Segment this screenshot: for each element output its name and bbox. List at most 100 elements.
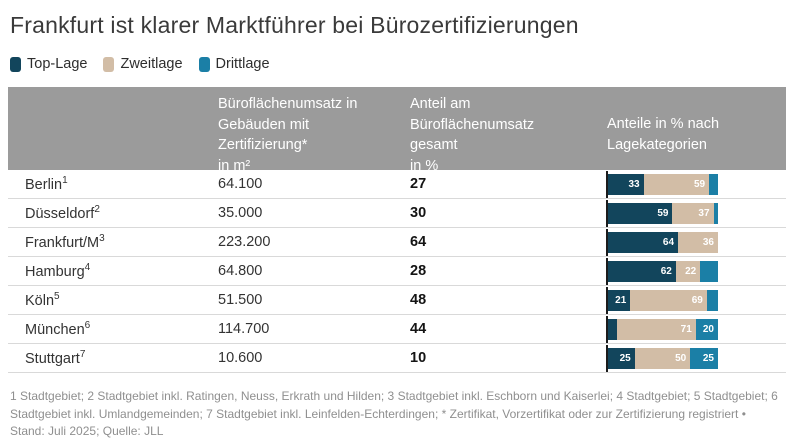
top-lage-segment: 33 <box>607 173 644 195</box>
volume-cell: 10.600 <box>218 350 263 366</box>
city-cell: München6 <box>8 320 218 338</box>
legend-item-drittlage: Drittlage <box>198 56 270 72</box>
stacked-bar: 71 20 <box>607 318 718 340</box>
segment-value-label: 62 <box>660 265 672 277</box>
stacked-bar: 59 37 <box>607 202 718 224</box>
bar-axis-tick <box>606 286 608 314</box>
top-lage-segment: 21 <box>607 289 631 311</box>
city-name: Frankfurt/M <box>25 234 100 251</box>
volume-cell: 51.500 <box>218 292 263 308</box>
infographic-page: Frankfurt ist klarer Marktführer bei Bür… <box>0 12 793 442</box>
zweitlage-segment: 69 <box>630 289 707 311</box>
bar-cell: 64 36 <box>600 228 786 257</box>
bar-axis-tick <box>606 344 608 372</box>
city-name: Hamburg <box>25 263 85 280</box>
top-lage-segment: 62 <box>607 260 676 282</box>
stacked-bar: 64 36 <box>607 231 718 253</box>
bar-axis-tick <box>606 199 608 227</box>
drittlage-segment: 25 <box>690 347 718 369</box>
zweitlage-swatch-icon <box>103 56 115 72</box>
page-title: Frankfurt ist klarer Marktführer bei Bür… <box>10 12 579 38</box>
city-cell: Hamburg4 <box>8 262 218 280</box>
share-cell: 28 <box>410 263 427 279</box>
stacked-bar: 62 22 <box>607 260 718 282</box>
bar-cell: 71 20 <box>600 315 786 344</box>
table-row: Berlin1 64.100 27 33 59 <box>8 170 786 199</box>
city-name: Köln <box>25 292 55 309</box>
zweitlage-segment: 50 <box>634 347 691 369</box>
footnotes-text: 1 Stadtgebiet; 2 Stadtgebiet inkl. Ratin… <box>10 389 778 421</box>
segment-value-label: 37 <box>698 207 710 219</box>
volume-cell: 35.000 <box>218 205 263 221</box>
segment-value-label: 69 <box>691 294 703 306</box>
city-footnote-ref: 5 <box>54 291 60 303</box>
segment-value-label: 64 <box>662 236 675 248</box>
top-lage-segment: 59 <box>607 202 673 224</box>
table-row: Hamburg4 64.800 28 62 22 <box>8 257 786 286</box>
top-lage-segment: 25 <box>607 347 635 369</box>
city-footnote-ref: 6 <box>84 320 91 332</box>
share-cell: 48 <box>410 292 427 308</box>
segment-value-label: 22 <box>685 265 697 277</box>
zweitlage-segment: 22 <box>675 260 701 282</box>
volume-cell: 223.200 <box>218 234 271 250</box>
legend-label: Top-Lage <box>27 56 88 72</box>
city-cell: Berlin1 <box>8 175 218 193</box>
share-cell: 27 <box>410 176 427 192</box>
table-row: Stuttgart7 10.600 10 25 50 25 <box>8 344 786 373</box>
volume-cell: 64.800 <box>218 263 263 279</box>
city-cell: Köln5 <box>8 291 218 309</box>
segment-value-label: 59 <box>657 207 669 219</box>
header-share: Anteil am Büroflächenumsatz gesamt in % <box>410 96 535 174</box>
segment-value-label: 36 <box>702 236 714 248</box>
table-body: Berlin1 64.100 27 33 59 Düsseldorf2 35.00… <box>8 170 786 373</box>
legend: Top-Lage Zweitlage Drittlage <box>10 56 793 72</box>
top-lage-segment <box>607 318 617 340</box>
zweitlage-segment: 36 <box>678 231 718 253</box>
city-cell: Stuttgart7 <box>8 349 218 367</box>
header-volume: Büroflächenumsatz in Gebäuden mit Zertif… <box>218 96 358 174</box>
city-footnote-ref: 1 <box>62 175 68 187</box>
city-footnote-ref: 7 <box>79 349 86 361</box>
top-lage-segment: 64 <box>607 231 679 253</box>
city-name: Düsseldorf <box>25 205 95 222</box>
stacked-bar: 21 69 <box>607 289 718 311</box>
bar-cell: 21 69 <box>600 286 786 315</box>
share-cell: 30 <box>410 205 427 221</box>
city-cell: Frankfurt/M3 <box>8 233 218 251</box>
data-table: Büroflächenumsatz in Gebäuden mit Zertif… <box>8 87 786 373</box>
city-cell: Düsseldorf2 <box>8 204 218 222</box>
bar-axis-tick <box>606 228 608 256</box>
segment-value-label: 50 <box>675 352 687 364</box>
bar-axis-tick <box>606 315 608 343</box>
segment-value-label: 59 <box>693 178 706 190</box>
table-row: München6 114.700 44 71 20 <box>8 315 786 344</box>
header-split: Anteile in % nach Lagekategorien <box>607 116 720 153</box>
drittlage-segment <box>706 289 718 311</box>
drittlage-segment: 20 <box>695 318 718 340</box>
share-cell: 44 <box>410 321 427 337</box>
segment-value-label: 21 <box>615 294 627 306</box>
city-name: Stuttgart <box>25 350 80 367</box>
drittlage-segment <box>709 173 718 195</box>
city-footnote-ref: 3 <box>99 233 105 245</box>
segment-value-label: 20 <box>702 323 714 335</box>
bar-cell: 33 59 <box>600 170 786 199</box>
zweitlage-segment: 71 <box>616 318 696 340</box>
city-footnote-ref: 2 <box>94 204 100 216</box>
share-cell: 10 <box>410 350 427 366</box>
bar-axis-tick <box>606 257 608 285</box>
drittlage-segment <box>713 202 718 224</box>
table-row: Köln5 51.500 48 21 69 <box>8 286 786 315</box>
zweitlage-segment: 37 <box>672 202 714 224</box>
volume-cell: 64.100 <box>218 176 263 192</box>
segment-value-label: 25 <box>702 352 714 364</box>
drittlage-swatch-icon <box>198 56 210 72</box>
legend-item-top-lage: Top-Lage <box>10 56 87 72</box>
segment-value-label: 33 <box>628 178 640 190</box>
segment-value-label: 25 <box>619 352 631 364</box>
source-text: Stand: Juli 2025; Quelle: JLL <box>10 424 164 438</box>
segment-value-label: 71 <box>680 323 692 335</box>
bar-cell: 59 37 <box>600 199 786 228</box>
volume-cell: 114.700 <box>218 321 270 337</box>
